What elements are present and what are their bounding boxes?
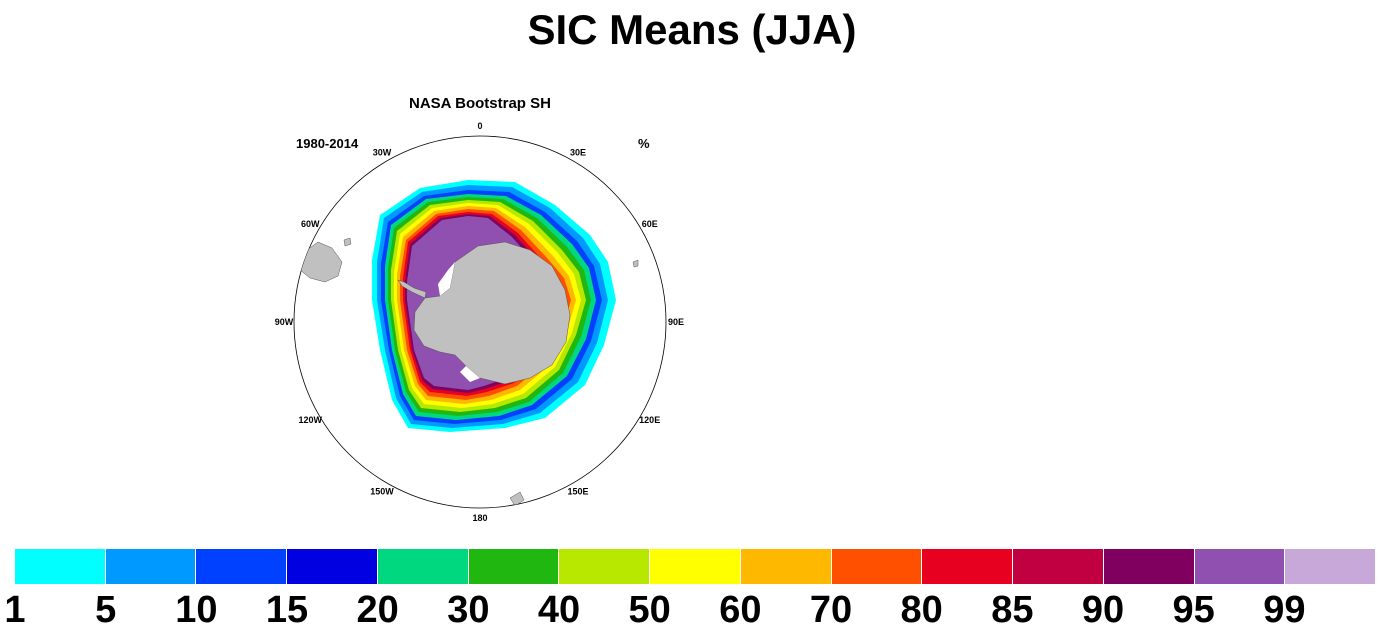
colorbar-label: 80 bbox=[900, 589, 943, 631]
colorbar-segment bbox=[831, 549, 923, 584]
main-title: SIC Means (JJA) bbox=[527, 6, 857, 53]
colorbar-label: 15 bbox=[265, 589, 309, 631]
colorbar-segment bbox=[1285, 549, 1376, 584]
longitude-label: 60W bbox=[301, 219, 320, 229]
units-label: % bbox=[638, 136, 650, 151]
longitude-label: 150W bbox=[370, 487, 394, 497]
antarctic-peninsula bbox=[397, 279, 427, 299]
colorbar-segment bbox=[287, 549, 378, 584]
colorbar-label: 95 bbox=[1172, 589, 1215, 631]
kerguelen-island bbox=[632, 259, 639, 268]
colorbar-segment bbox=[650, 549, 741, 584]
colorbar-segment bbox=[740, 549, 832, 584]
antarctica bbox=[413, 241, 571, 385]
longitude-label: 60E bbox=[642, 219, 658, 229]
colorbar-segment bbox=[15, 549, 106, 584]
colorbar-labels: 1 5 10 15 20 30 40 50 60 70 80 85 90 95 99 bbox=[0, 590, 1384, 630]
colorbar-label: 10 bbox=[175, 589, 218, 631]
colorbar-label: 90 bbox=[1081, 589, 1125, 631]
colorbar-segment bbox=[1194, 549, 1286, 584]
colorbar-label: 85 bbox=[991, 589, 1034, 631]
longitude-label: 120W bbox=[299, 415, 323, 425]
colorbar-segment bbox=[922, 549, 1014, 584]
colorbar-label: 30 bbox=[447, 589, 490, 631]
colorbar-segment bbox=[1013, 549, 1104, 584]
longitude-label: 120E bbox=[639, 415, 660, 425]
colorbar-segment bbox=[105, 549, 197, 584]
colorbar-label: 20 bbox=[356, 589, 399, 631]
colorbar-label: 40 bbox=[537, 589, 581, 631]
longitude-label: 30W bbox=[373, 147, 392, 157]
new-zealand-tip bbox=[509, 491, 525, 507]
longitude-label: 30E bbox=[570, 147, 586, 157]
falkland-islands bbox=[343, 237, 352, 247]
colorbar-label: 50 bbox=[628, 589, 671, 631]
longitude-label: 180 bbox=[472, 513, 487, 523]
colorbar-segment bbox=[377, 549, 469, 584]
ice-shelf-weddell bbox=[438, 262, 455, 296]
colorbar-segment bbox=[559, 549, 651, 584]
longitude-labels: 0 30E 60E 90E 120E 150E 180 150W 120W 90W 60W 30W bbox=[275, 121, 684, 523]
south-america bbox=[299, 241, 343, 283]
colorbar-segment bbox=[468, 549, 560, 584]
longitude-label: 90W bbox=[275, 317, 294, 327]
colorbar-label: 1 bbox=[4, 589, 26, 631]
period-label: 1980-2014 bbox=[296, 136, 359, 151]
colorbar-label: 60 bbox=[719, 589, 762, 631]
colorbar-segment bbox=[1103, 549, 1195, 584]
ice-shelf-ross bbox=[460, 366, 480, 382]
colorbar-label: 70 bbox=[809, 589, 853, 631]
panel-title: NASA Bootstrap SH bbox=[409, 95, 551, 112]
colorbar-label: 99 bbox=[1263, 589, 1306, 631]
longitude-label: 150E bbox=[567, 487, 588, 497]
colorbar bbox=[15, 549, 1376, 584]
colorbar-label: 5 bbox=[95, 589, 117, 631]
longitude-label: 0 bbox=[477, 121, 482, 131]
longitude-label: 90E bbox=[668, 317, 684, 327]
colorbar-segment bbox=[196, 549, 288, 584]
